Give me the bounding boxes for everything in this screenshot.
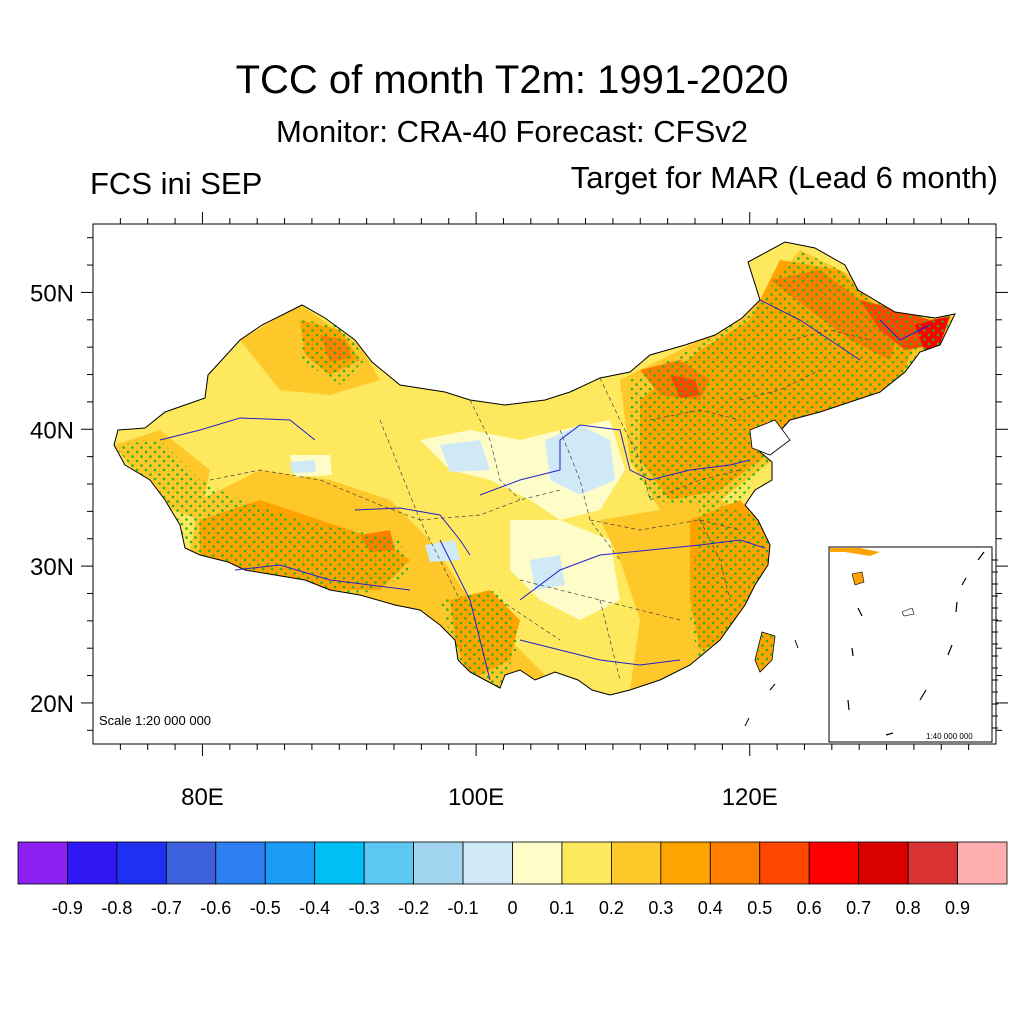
initialization-label: FCS ini SEP (90, 166, 263, 201)
colorbar-tick-label: 0.3 (648, 898, 673, 918)
colorbar-swatch (264, 841, 316, 885)
colorbar-swatch (709, 841, 761, 885)
colorbar-tick-label: 0.2 (599, 898, 624, 918)
lat-label: 30N (30, 554, 74, 581)
colorbar-swatch (858, 841, 909, 885)
colorbar-tick-label: -0.2 (398, 898, 429, 918)
colorbar (17, 841, 1008, 885)
inset-ticks (992, 559, 998, 729)
colorbar-tick-label: -0.9 (52, 898, 83, 918)
colorbar-swatch (165, 841, 217, 885)
lat-label: 50N (30, 280, 74, 307)
colorbar-swatch (314, 841, 365, 885)
colorbar-tick-label: -0.6 (200, 898, 231, 918)
colorbar-swatch (957, 841, 1008, 885)
colorbar-labels: -0.9 -0.8 -0.7 -0.6 -0.5 -0.4 -0.3 -0.2 -0.1 0 0.1… (52, 898, 970, 918)
colorbar-swatch (512, 841, 563, 885)
colorbar-tick-label: 0.9 (945, 898, 970, 918)
inset-islands (901, 607, 915, 617)
target-label: Target for MAR (Lead 6 month) (570, 160, 998, 195)
colorbar-swatch (363, 841, 414, 885)
lon-label: 120E (722, 784, 778, 811)
colorbar-swatch (611, 841, 662, 885)
colorbar-swatch (808, 841, 860, 885)
map-scale-label: Scale 1:20 000 000 (99, 713, 211, 728)
inset-scale-label: 1:40 000 000 (926, 732, 973, 741)
colorbar-tick-label: -0.8 (101, 898, 132, 918)
colorbar-tick-label: 0.7 (846, 898, 871, 918)
lon-label: 100E (448, 784, 504, 811)
inset-hainan (851, 571, 865, 586)
bohai-sea (749, 419, 791, 456)
colorbar-swatch (413, 841, 464, 885)
longitude-labels: 80E 100E 120E (181, 784, 778, 811)
lon-label: 80E (181, 784, 224, 811)
colorbar-swatch (215, 841, 266, 885)
inset-mainland-coast (830, 548, 880, 556)
colorbar-tick-label: -0.4 (299, 898, 330, 918)
lat-label: 20N (30, 691, 74, 718)
colorbar-swatch (561, 841, 612, 885)
offshore-dash-marks (744, 639, 799, 727)
colorbar-swatch (462, 841, 513, 885)
nine-dash-line (847, 551, 985, 736)
lat-label: 40N (30, 417, 74, 444)
colorbar-tick-label: 0.4 (698, 898, 723, 918)
rivers (159, 299, 931, 681)
colorbar-tick-label: 0.5 (747, 898, 772, 918)
colorbar-swatch (907, 841, 958, 885)
south-china-sea-inset: 1:40 000 000 (828, 546, 998, 743)
taiwan-stippling (755, 632, 775, 672)
map-title: TCC of month T2m: 1991-2020 (235, 58, 789, 102)
colorbar-tick-label: -0.7 (151, 898, 182, 918)
colorbar-tick-label: 0.6 (797, 898, 822, 918)
colorbar-tick-label: 0 (507, 898, 517, 918)
colorbar-swatch (759, 841, 810, 885)
colorbar-tick-label: -0.5 (250, 898, 281, 918)
colorbar-swatch (67, 841, 118, 885)
latitude-labels: 50N 40N 30N 20N (30, 280, 74, 718)
colorbar-tick-label: 0.1 (549, 898, 574, 918)
axis-ticks (81, 212, 1008, 756)
national-boundary (113, 241, 956, 696)
map-subtitle: Monitor: CRA-40 Forecast: CFSv2 (275, 114, 749, 149)
colorbar-tick-label: -0.1 (448, 898, 479, 918)
colorbar-swatch (17, 841, 68, 885)
colorbar-tick-label: 0.8 (896, 898, 921, 918)
colorbar-swatch (660, 841, 711, 885)
colorbar-swatch (116, 841, 167, 885)
colorbar-tick-label: -0.3 (349, 898, 380, 918)
provincial-boundaries (209, 329, 871, 681)
